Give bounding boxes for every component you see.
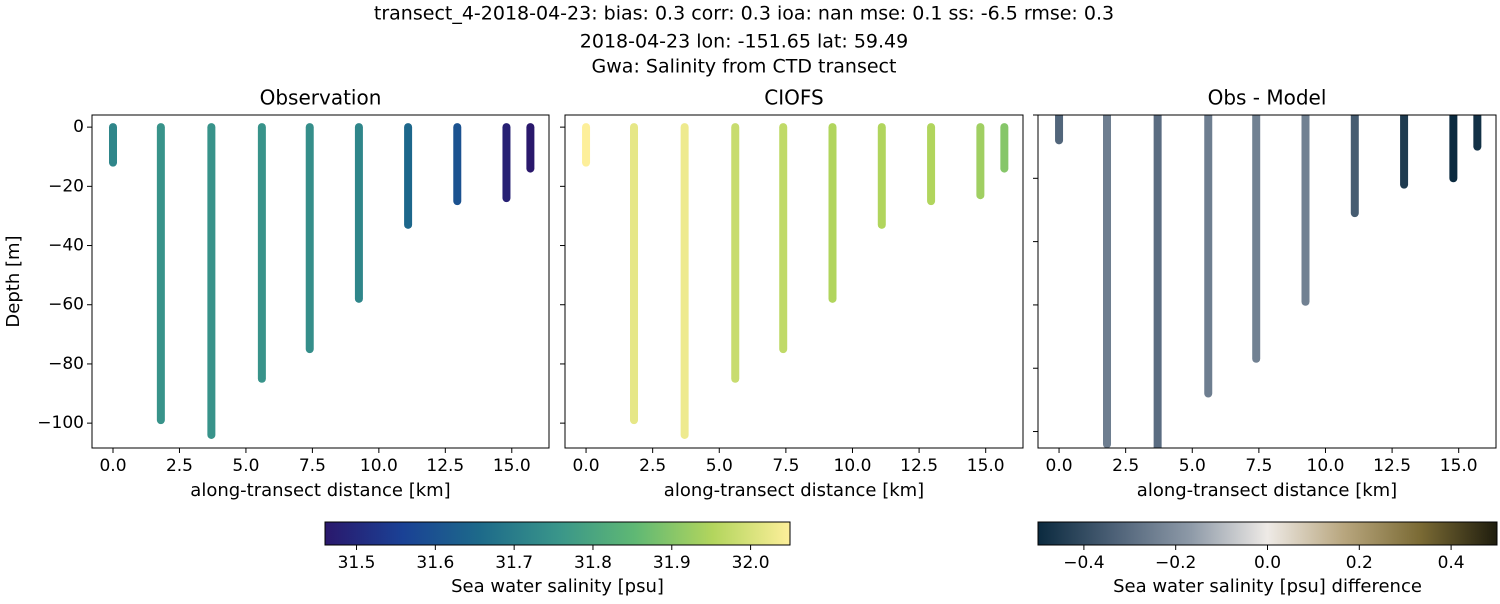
x-tick-label: 5.0 (1179, 456, 1206, 476)
y-axis-label: Depth [m] (3, 235, 24, 327)
x-tick-label: 5.0 (706, 456, 733, 476)
x-tick-label: 12.5 (900, 456, 938, 476)
x-tick-label: 15.0 (493, 456, 531, 476)
axes-frame (564, 114, 1024, 449)
x-tick-label: 0.0 (99, 456, 126, 476)
colorbar-tick-label: 0.0 (1254, 553, 1281, 573)
x-axis-label: along-transect distance [km] (190, 480, 450, 501)
colorbar-tick-label: 31.7 (495, 553, 533, 573)
x-tick-label: 0.0 (1046, 456, 1073, 476)
y-tick-label: −20 (48, 176, 84, 196)
x-tick-label: 7.5 (772, 456, 799, 476)
axes-frame (1037, 114, 1497, 449)
colorbar-tick-label: 31.8 (574, 553, 612, 573)
panel-title: Obs - Model (1208, 86, 1327, 110)
x-axis-label: along-transect distance [km] (664, 480, 924, 501)
x-tick-label: 15.0 (1440, 456, 1478, 476)
figure-title: Gwa: Salinity from CTD transect (592, 56, 897, 78)
x-tick-label: 5.0 (232, 456, 259, 476)
x-tick-label: 2.5 (1112, 456, 1139, 476)
x-tick-label: 15.0 (967, 456, 1005, 476)
colorbar-label: Sea water salinity [psu] difference (1113, 576, 1422, 597)
x-tick-label: 10.0 (360, 456, 398, 476)
x-tick-label: 0.0 (573, 456, 600, 476)
x-tick-label: 12.5 (1373, 456, 1411, 476)
colorbar (1037, 521, 1498, 546)
panel-title: Observation (260, 86, 382, 110)
colorbar-tick-label: 31.6 (416, 553, 454, 573)
plot-area (582, 123, 1009, 439)
plot-area (109, 123, 535, 439)
y-tick-label: 0 (73, 117, 84, 137)
panel-title: CIOFS (764, 86, 823, 110)
x-tick-label: 10.0 (1307, 456, 1345, 476)
y-tick-label: −40 (48, 236, 84, 256)
y-tick-label: −80 (48, 354, 84, 374)
colorbar-tick-label: 32.0 (732, 553, 770, 573)
colorbar-tick-label: −0.2 (1155, 553, 1196, 573)
x-tick-label: 2.5 (166, 456, 193, 476)
x-tick-label: 7.5 (1245, 456, 1272, 476)
x-tick-label: 7.5 (299, 456, 326, 476)
colorbar-label: Sea water salinity [psu] (451, 576, 664, 597)
x-tick-label: 2.5 (639, 456, 666, 476)
y-tick-label: −100 (37, 413, 84, 433)
colorbar-tick-label: 0.2 (1346, 553, 1373, 573)
colorbar-tick-label: 31.5 (338, 553, 376, 573)
figure-title: transect_4-2018-04-23: bias: 0.3 corr: 0… (374, 3, 1114, 25)
x-axis-label: along-transect distance [km] (1137, 480, 1397, 501)
colorbar-tick-label: 31.9 (653, 553, 691, 573)
x-tick-label: 12.5 (426, 456, 464, 476)
x-tick-label: 10.0 (834, 456, 872, 476)
y-tick-label: −60 (48, 295, 84, 315)
colorbar-tick-label: 0.4 (1438, 553, 1465, 573)
colorbar (324, 521, 791, 546)
plot-area (1055, 115, 1482, 448)
axes-frame (91, 114, 550, 449)
figure-title: 2018-04-23 lon: -151.65 lat: 59.49 (580, 31, 908, 53)
colorbar-tick-label: −0.4 (1063, 553, 1104, 573)
